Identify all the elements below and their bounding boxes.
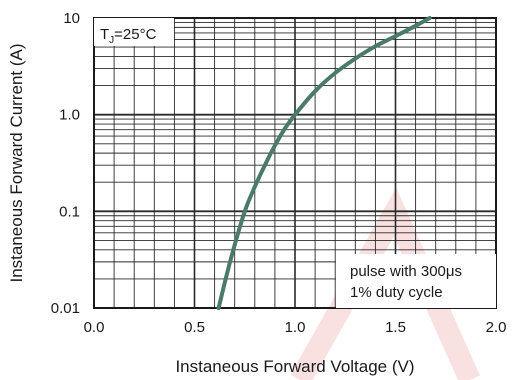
temperature-box — [94, 18, 174, 46]
pulse-annotation-line1: pulse with 300μs — [350, 263, 462, 280]
y-axis-title: Instaneous Forward Current (A) — [7, 43, 26, 282]
y-tick-label: 0.01 — [51, 300, 80, 317]
x-tick-label: 0.0 — [84, 319, 105, 336]
x-tick-label: 0.5 — [184, 319, 205, 336]
y-tick-label: 1.0 — [59, 107, 80, 124]
pulse-box — [336, 254, 496, 308]
plot-frame — [93, 17, 497, 309]
y-tick-label: 10 — [63, 10, 80, 27]
x-tick-label: 2.0 — [486, 319, 507, 336]
x-axis-title: Instaneous Forward Voltage (V) — [175, 357, 414, 376]
y-tick-label: 0.1 — [59, 203, 80, 220]
x-tick-label: 1.5 — [385, 319, 406, 336]
pulse-annotation-line2: 1% duty cycle — [350, 284, 443, 301]
x-tick-labels: 0.0 0.5 1.0 1.5 2.0 — [84, 319, 507, 336]
y-tick-labels: 0.01 0.1 1.0 10 — [51, 10, 80, 317]
series-line — [216, 16, 432, 310]
x-tick-label: 1.0 — [285, 319, 306, 336]
temperature-annotation: TJ=25°C — [100, 26, 157, 46]
